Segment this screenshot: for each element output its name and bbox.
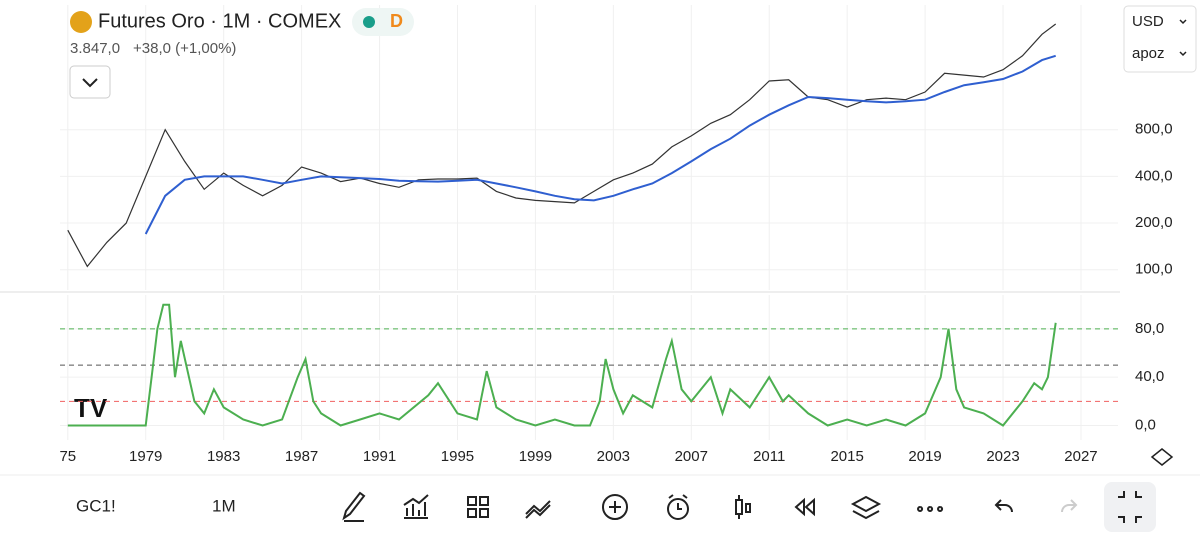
more-icon[interactable] (917, 506, 944, 512)
y-tick-label: 0,0 (1135, 416, 1156, 433)
indicators-icon[interactable] (403, 494, 429, 519)
tv-logo: TV (74, 393, 108, 423)
y-tick-label: 400,0 (1135, 167, 1173, 184)
series-line (144, 54, 1056, 235)
collapse-button[interactable] (69, 65, 111, 99)
price-change: +38,0 (+1,00%) (133, 40, 236, 57)
x-tick-label: 2011 (753, 448, 785, 465)
market-dot (363, 16, 375, 28)
alert-icon[interactable] (667, 498, 689, 520)
fullscreen-button[interactable] (1104, 482, 1156, 532)
x-tick-label: 2027 (1064, 448, 1097, 465)
y-tick-label: 100,0 (1135, 261, 1173, 278)
x-tick-label: 2023 (986, 448, 1019, 465)
x-tick-label: 1995 (441, 448, 474, 465)
x-tick-label: 2003 (597, 448, 630, 465)
undo-icon[interactable] (994, 499, 1013, 513)
candles-icon[interactable] (735, 495, 751, 519)
x-tick-label: 2019 (908, 448, 941, 465)
symbol-logo (70, 11, 92, 33)
y-tick-label: 800,0 (1135, 121, 1173, 138)
series-line (67, 23, 1057, 268)
chevron (82, 78, 98, 88)
x-tick-label: 1987 (285, 448, 318, 465)
scale-menu[interactable] (1123, 5, 1197, 73)
x-tick-label: 1983 (207, 448, 240, 465)
replay-icon[interactable] (794, 497, 815, 517)
y-tick-label: 200,0 (1135, 214, 1173, 231)
settings-icon[interactable] (1150, 448, 1174, 466)
layers-icon[interactable] (850, 495, 882, 520)
dropdown-arrows (1179, 19, 1187, 57)
toolbar-icons[interactable] (342, 482, 1156, 532)
y-tick-label: 40,0 (1135, 368, 1164, 385)
compare-icon[interactable] (525, 500, 551, 519)
title: Futures Oro · 1M · COMEX (98, 10, 341, 32)
delay-badge: D (390, 11, 403, 31)
add-icon[interactable] (602, 494, 628, 520)
scale-mode[interactable]: apoz (1132, 45, 1165, 62)
redo-icon[interactable] (1061, 499, 1078, 513)
x-tick-label: 75 (59, 448, 76, 465)
status-pill[interactable] (352, 8, 414, 36)
series-line (67, 303, 1057, 427)
x-tick-label: 1999 (519, 448, 552, 465)
x-tick-label: 2007 (675, 448, 708, 465)
layout-icon[interactable] (467, 496, 489, 518)
last-price: 3.847,0 (70, 40, 120, 57)
x-tick-label: 1991 (363, 448, 396, 465)
x-tick-label: 2015 (830, 448, 863, 465)
symbol[interactable]: GC1! (76, 496, 116, 515)
draw-icon[interactable] (342, 491, 366, 522)
x-tick-label: 1979 (129, 448, 162, 465)
currency[interactable]: USD (1132, 13, 1164, 30)
interval[interactable]: 1M (212, 496, 236, 515)
y-tick-label: 80,0 (1135, 320, 1164, 337)
